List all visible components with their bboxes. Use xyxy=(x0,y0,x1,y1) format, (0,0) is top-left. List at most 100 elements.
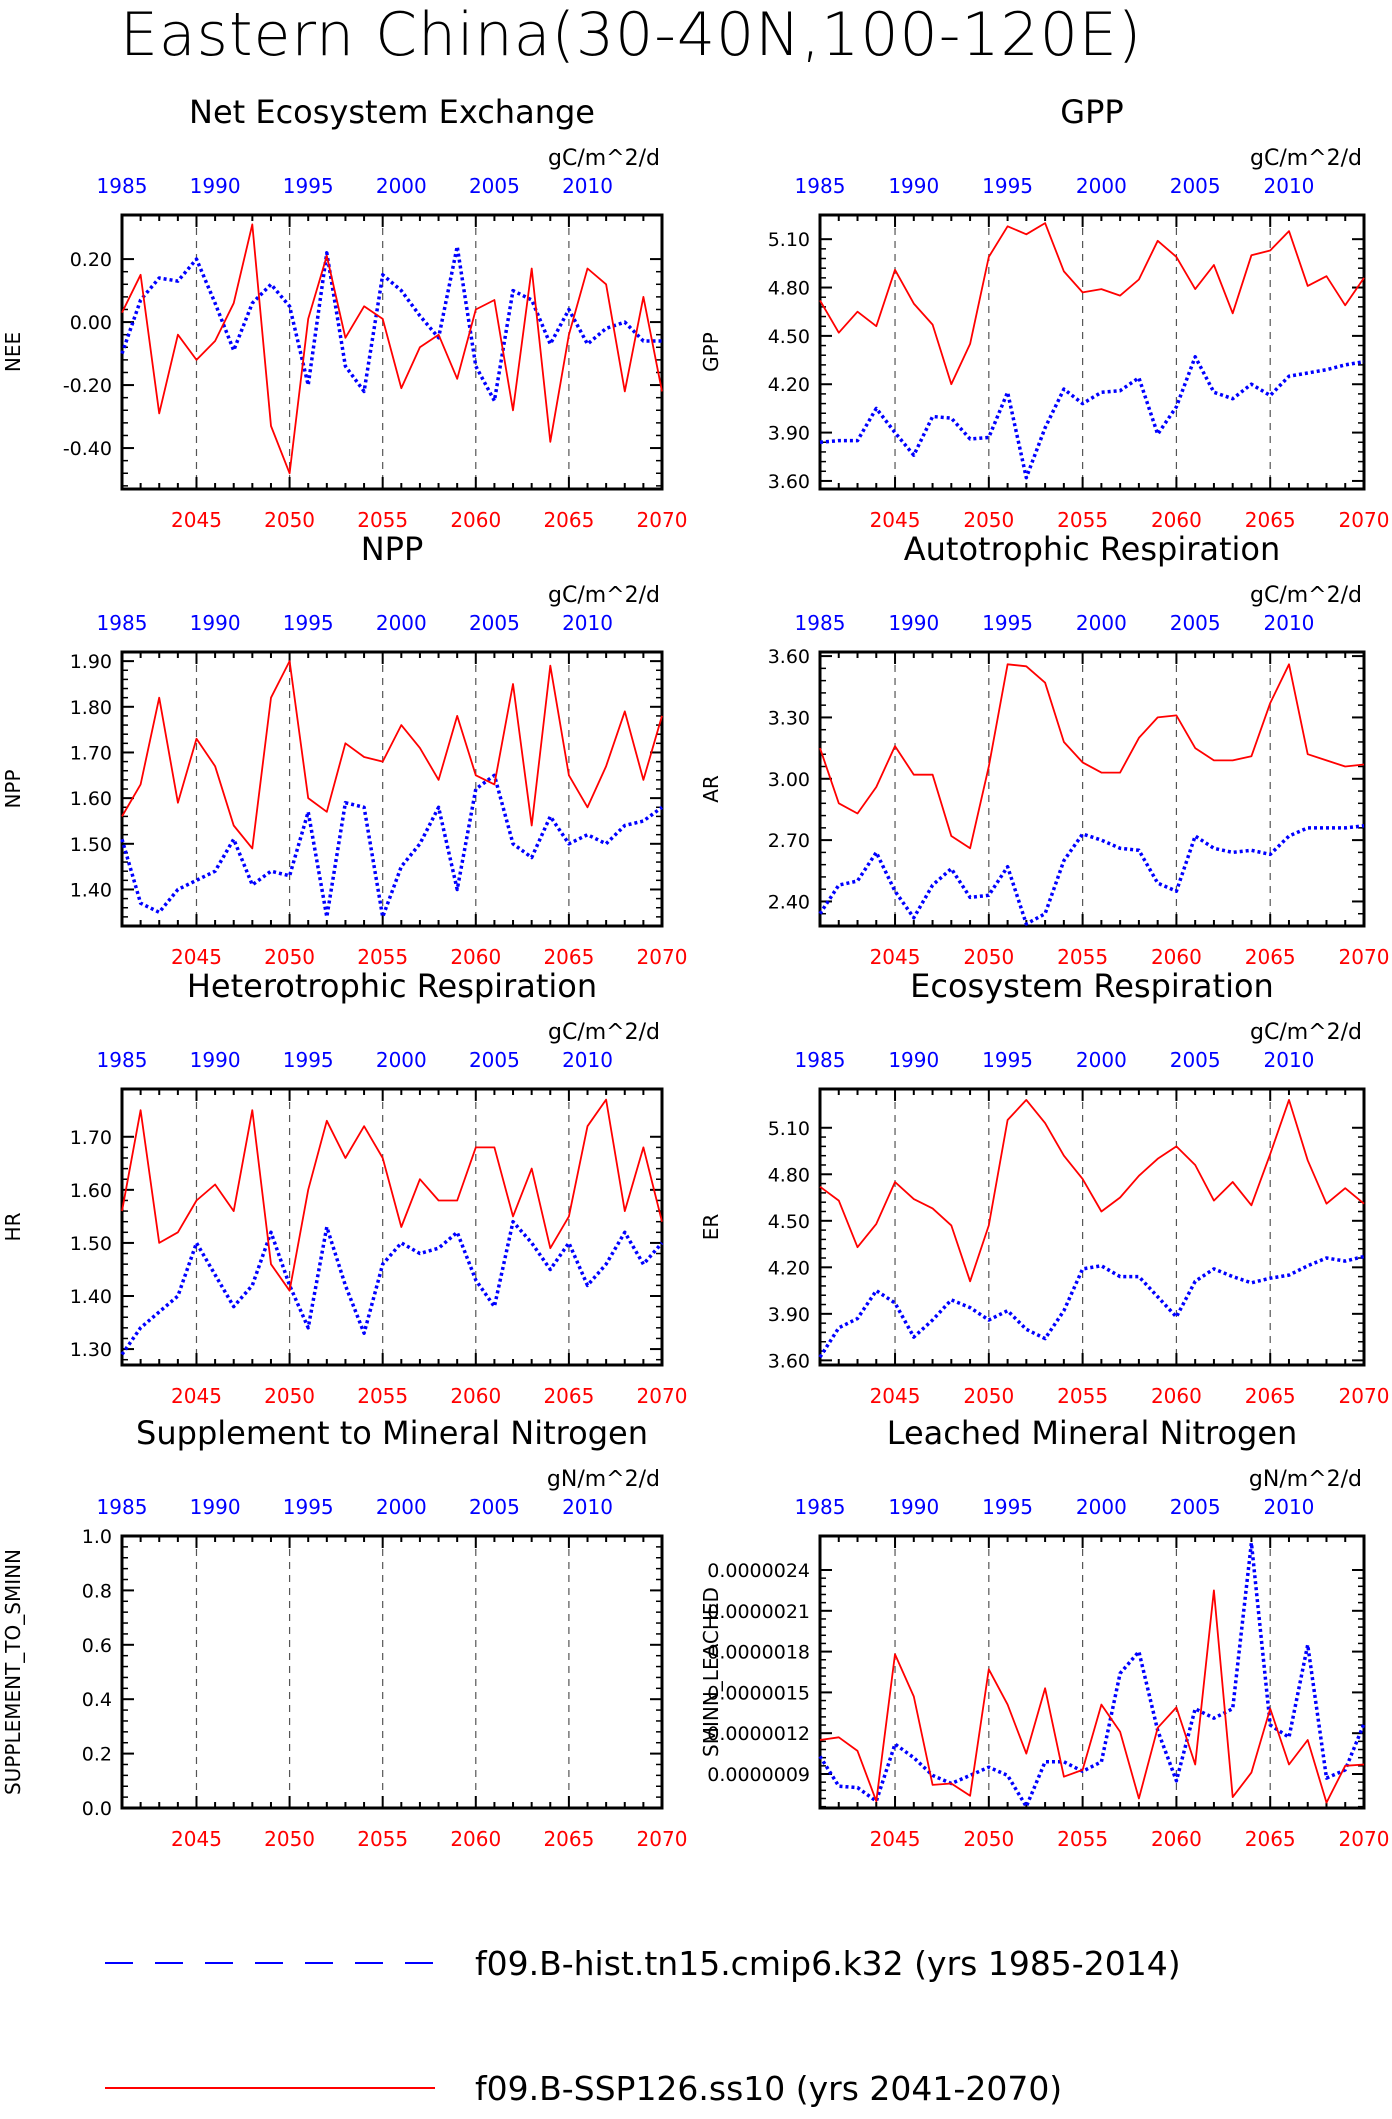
x-tick-label-top: 1985 xyxy=(97,1495,148,1519)
x-tick-label-top: 1985 xyxy=(795,174,846,198)
y-axis-label: HR xyxy=(1,1212,25,1241)
x-tick-label-top: 2000 xyxy=(1076,174,1127,198)
y-tick-label: 3.60 xyxy=(768,646,810,668)
x-tick-label-top: 2005 xyxy=(1170,1048,1221,1072)
y-axis-label: GPP xyxy=(699,332,723,372)
x-tick-label-top: 2000 xyxy=(1076,1495,1127,1519)
x-tick-label-bottom: 2070 xyxy=(1339,508,1390,532)
y-tick-label: 0.6 xyxy=(82,1635,112,1657)
y-tick-label: 4.20 xyxy=(768,1257,810,1279)
x-tick-label-bottom: 2070 xyxy=(1339,1384,1390,1408)
x-tick-label-bottom: 2060 xyxy=(450,508,501,532)
series-line-ssp xyxy=(121,660,663,850)
panel-title: Autotrophic Respiration xyxy=(904,530,1281,568)
units-label: gC/m^2/d xyxy=(1250,1020,1362,1045)
x-tick-label-bottom: 2055 xyxy=(1057,945,1108,969)
x-tick-label-bottom: 2065 xyxy=(1245,1827,1296,1851)
y-tick-label: 1.90 xyxy=(70,651,112,673)
x-tick-label-top: 2010 xyxy=(562,611,613,635)
y-tick-label: 2.70 xyxy=(768,830,810,852)
y-tick-label: 0.0000024 xyxy=(707,1560,810,1582)
plot-frame xyxy=(818,1087,1366,1367)
y-tick-label: 0.0000012 xyxy=(707,1723,810,1745)
x-tick-label-top: 1985 xyxy=(795,611,846,635)
x-tick-label-bottom: 2050 xyxy=(963,1384,1014,1408)
x-tick-label-top: 2000 xyxy=(1076,1048,1127,1072)
figure-title: Eastern China(30-40N,100-120E) xyxy=(120,0,1142,70)
x-tick-label-top: 1990 xyxy=(190,1495,241,1519)
x-tick-label-bottom: 2065 xyxy=(1245,1384,1296,1408)
y-tick-label: 0.00 xyxy=(70,312,112,334)
x-tick-label-bottom: 2065 xyxy=(543,508,594,532)
series-line-hist xyxy=(818,1254,1365,1359)
series-line-ssp xyxy=(819,1589,1365,1804)
x-tick-label-top: 1990 xyxy=(888,174,939,198)
y-tick-label: 4.20 xyxy=(768,374,810,396)
y-tick-label: 1.60 xyxy=(70,788,112,810)
x-tick-label-top: 1995 xyxy=(982,174,1033,198)
y-tick-label: 3.90 xyxy=(768,423,810,445)
x-tick-label-top: 1990 xyxy=(888,1048,939,1072)
y-axis-label: SMINN_LEACHED xyxy=(699,1587,723,1757)
x-tick-label-bottom: 2060 xyxy=(1151,1827,1202,1851)
y-tick-label: 0.0000018 xyxy=(707,1642,810,1664)
x-tick-label-top: 1985 xyxy=(97,611,148,635)
y-tick-label: 4.50 xyxy=(768,1211,810,1233)
series-line-hist xyxy=(818,824,1365,926)
panel-5: Heterotrophic Respiration gC/m^2/d 2045 205… xyxy=(1,967,687,1408)
x-tick-label-bottom: 2045 xyxy=(870,1384,921,1408)
x-tick-label-top: 2010 xyxy=(562,1048,613,1072)
x-tick-label-top: 1995 xyxy=(283,611,334,635)
series-line-hist xyxy=(120,244,662,403)
y-tick-label: 0.0 xyxy=(82,1798,112,1820)
y-tick-label: 1.60 xyxy=(70,1180,112,1202)
x-tick-label-bottom: 2050 xyxy=(963,945,1014,969)
panel-title: Net Ecosystem Exchange xyxy=(189,93,595,131)
x-tick-label-bottom: 2045 xyxy=(171,1827,222,1851)
x-tick-label-bottom: 2065 xyxy=(543,1384,594,1408)
x-tick-label-top: 1990 xyxy=(888,611,939,635)
x-tick-label-bottom: 2050 xyxy=(963,1827,1014,1851)
y-tick-label: 0.4 xyxy=(82,1689,112,1711)
panel-7: Supplement to Mineral Nitrogen gN/m^2/d 20… xyxy=(1,1414,687,1851)
y-tick-label: 0.0000015 xyxy=(707,1682,810,1704)
x-tick-label-top: 2000 xyxy=(1076,611,1127,635)
x-tick-label-bottom: 2055 xyxy=(357,945,408,969)
panel-title: GPP xyxy=(1060,93,1123,131)
x-tick-label-top: 2005 xyxy=(469,1048,520,1072)
y-tick-label: 0.8 xyxy=(82,1580,112,1602)
panel-8: Leached Mineral Nitrogen gN/m^2/d 2045 2050… xyxy=(699,1414,1389,1851)
legend-label-ssp: f09.B-SSP126.ss10 (yrs 2041-2070) xyxy=(475,2069,1062,2108)
x-tick-label-top: 2010 xyxy=(1264,1495,1315,1519)
x-tick-label-bottom: 2070 xyxy=(637,945,688,969)
x-tick-label-bottom: 2045 xyxy=(870,945,921,969)
series-line-hist xyxy=(818,1541,1366,1809)
series-line-ssp xyxy=(819,1099,1365,1283)
x-tick-label-bottom: 2050 xyxy=(264,1827,315,1851)
y-tick-label: 0.0000009 xyxy=(707,1764,810,1786)
panels-group: Net Ecosystem Exchange gC/m^2/d 2045 2050 20… xyxy=(1,93,1389,1851)
x-tick-label-bottom: 2055 xyxy=(1057,508,1108,532)
x-tick-label-top: 1985 xyxy=(97,174,148,198)
y-tick-label: -0.20 xyxy=(63,375,112,397)
x-tick-label-top: 1995 xyxy=(283,1048,334,1072)
panel-2: GPP gC/m^2/d 2045 2050 2055 2060 2065 2070 1985 1… xyxy=(699,93,1389,532)
x-tick-label-bottom: 2050 xyxy=(963,508,1014,532)
x-tick-label-bottom: 2060 xyxy=(1151,1384,1202,1408)
units-label: gC/m^2/d xyxy=(1250,146,1362,171)
x-tick-label-top: 2005 xyxy=(1170,1495,1221,1519)
x-tick-label-bottom: 2060 xyxy=(1151,945,1202,969)
x-tick-label-top: 1990 xyxy=(888,1495,939,1519)
y-tick-label: 1.50 xyxy=(70,1233,112,1255)
x-tick-label-top: 1990 xyxy=(190,611,241,635)
y-tick-label: 1.50 xyxy=(70,834,112,856)
panel-title: Ecosystem Respiration xyxy=(910,967,1274,1005)
x-tick-label-bottom: 2045 xyxy=(171,1384,222,1408)
x-tick-label-top: 2010 xyxy=(1264,1048,1315,1072)
series-line-hist xyxy=(819,355,1365,480)
units-label: gN/m^2/d xyxy=(547,1467,660,1492)
plot-frame xyxy=(120,1087,664,1367)
x-tick-label-bottom: 2070 xyxy=(637,1384,688,1408)
y-tick-label: 3.90 xyxy=(768,1304,810,1326)
